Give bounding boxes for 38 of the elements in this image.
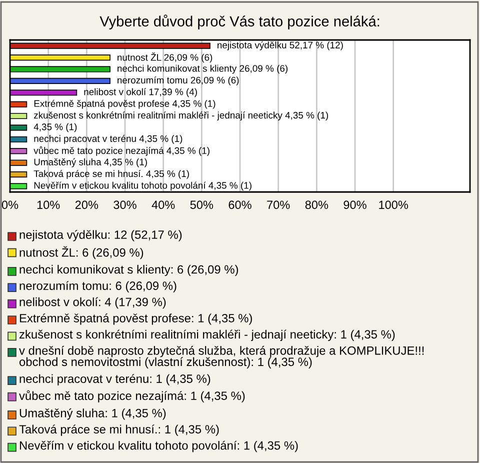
data-label: nutnost ŽL 26,09 % (6) — [118, 52, 212, 63]
text: nechci pracovat v terénu: 1 (4,35 %) — [20, 374, 210, 386]
data-label: Extrémně špatná pověst profese 4,35 % (1) — [34, 100, 216, 109]
text: Umaštěný sluha: 1 (4,35 %) — [20, 408, 166, 420]
data-label: Umaštěný sluha 4,35 % (1) — [34, 158, 147, 168]
text: Taková práce se mi hnusí.: 1 (4,35 %) — [19, 424, 219, 436]
text: Nevěřím v etickou kvalitu tohoto povolání: 1 (4,35 %) — [20, 440, 298, 452]
text: nelibost v okolí: 4 (17,39 %) — [20, 297, 166, 309]
x-tick-label: 30% — [114, 200, 136, 210]
x-tick-label: 50% — [190, 200, 214, 210]
data-label: vůbec mě tato pozice nezajímá 4,35 % (1) — [34, 146, 210, 156]
x-tick-label: 40% — [152, 200, 175, 210]
chart-title: Vyberte důvod proč Vás tato pozice neláká: — [100, 14, 380, 30]
data-label: nechci pracovat v terénu 4,35 % (1) — [34, 134, 182, 144]
x-tick-label: 60% — [228, 200, 252, 210]
data-label: zkušenost s konkrétními realitními makléři - jednají neeticky 4,35 % (1) — [34, 112, 328, 120]
text: zkušenost s konkrétními realitními makléři - jednají neeticky: 1 (4,35 %) — [19, 330, 395, 341]
text: Extrémně špatná pověst profese: 1 (4,35 %) — [20, 314, 252, 325]
data-label: nelibost v okolí 17,39 % (4) — [84, 88, 197, 98]
x-tick-label: 90% — [344, 200, 366, 210]
x-tick-label: 10% — [37, 200, 60, 210]
text: nejistota výdělku: 12 (52,17 %) — [20, 230, 182, 242]
text: nerozumím tomu: 6 (26,09 %) — [20, 281, 176, 292]
data-label: Nevěřím v etickou kvalitu tohoto povolání 4,35 % (1) — [34, 182, 252, 191]
data-label: 4,35 % (1) — [34, 123, 77, 132]
text: nutnost ŽL: 6 (26,09 %) — [20, 246, 144, 260]
x-tick-label: 100% — [379, 200, 408, 210]
x-tick-label: 70% — [267, 200, 290, 210]
x-tick-label: 20% — [75, 200, 98, 210]
data-label: Taková práce se mi hnusí. 4,35 % (1) — [34, 170, 189, 179]
data-label: nejistota výdělku 52,17 % (12) — [218, 41, 343, 50]
text: nechci komunikovat s klienty: 6 (26,09 %) — [20, 264, 238, 276]
text: v dnešní době naprosto zbytečná služba, která prodražuje a KOMPLIKUJE!!! obchod s nemovitostmi (vlastní zkušennost): 1 (4,35 %) — [19, 346, 424, 368]
text: vůbec mě tato pozice nezajímá: 1 (4,35 %) — [19, 390, 245, 402]
data-label: nechci komunikovat s klienty 26,09 % (6) — [118, 64, 288, 74]
x-tick-label: 0% — [2, 200, 18, 210]
data-label: nerozumím tomu 26,09 % (6) — [118, 76, 239, 86]
x-tick-label: 80% — [305, 200, 328, 210]
